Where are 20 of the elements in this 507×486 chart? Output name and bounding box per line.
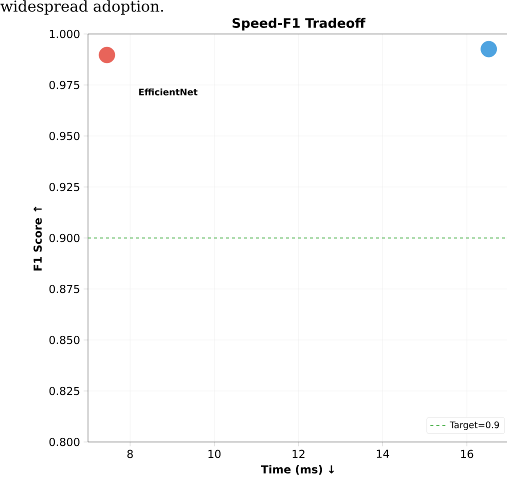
y-tick-label: 0.850 [49,336,80,344]
y-tick-label: 0.800 [49,438,80,446]
y-tick-label: 1.000 [50,30,80,38]
y-axis-title: F1 Score ↑ [34,206,42,270]
x-tick-label: 10 [208,450,221,458]
y-tick-label: 0.950 [49,132,80,140]
x-tick-label: 8 [127,450,133,458]
y-tick-label: 0.875 [49,284,80,294]
y-tick-label: 0.975 [49,80,80,90]
chart-title: Speed-F1 Tradeoff [232,18,366,30]
legend-label: Target=0.9 [450,421,499,430]
y-tick-label: 0.825 [49,386,80,396]
x-tick-label: 16 [461,450,474,458]
x-tick-label: 12 [292,450,304,458]
x-axis-title: Time (ms) ↓ [260,464,334,475]
text: widespread adoption. [0,0,164,15]
x-tick-label: 14 [376,450,390,458]
y-tick-label: 0.900 [49,234,80,242]
annotation: EfficientNet [139,88,198,96]
y-tick-label: 0.925 [49,182,80,192]
